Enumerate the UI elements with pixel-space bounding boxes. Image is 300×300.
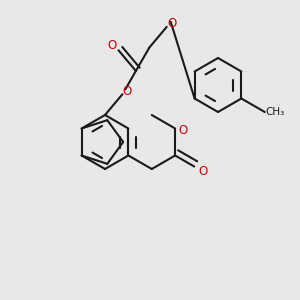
- Text: O: O: [107, 39, 116, 52]
- Text: O: O: [198, 165, 208, 178]
- Text: O: O: [167, 17, 176, 30]
- Text: O: O: [123, 85, 132, 98]
- Text: CH₃: CH₃: [265, 107, 284, 117]
- Text: O: O: [178, 124, 188, 137]
